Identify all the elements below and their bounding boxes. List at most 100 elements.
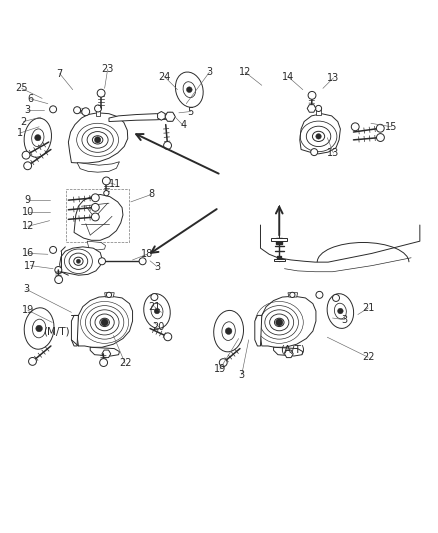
- Polygon shape: [77, 296, 133, 348]
- Text: 3: 3: [239, 370, 245, 380]
- Circle shape: [24, 162, 32, 169]
- Circle shape: [316, 292, 323, 298]
- Circle shape: [164, 142, 172, 149]
- Polygon shape: [274, 348, 303, 356]
- Polygon shape: [77, 161, 120, 172]
- Circle shape: [101, 319, 108, 326]
- Circle shape: [35, 134, 41, 141]
- Polygon shape: [109, 114, 173, 122]
- Text: 20: 20: [152, 322, 165, 332]
- Text: 23: 23: [102, 64, 114, 74]
- Circle shape: [49, 106, 57, 113]
- Text: 19: 19: [21, 305, 34, 315]
- Polygon shape: [90, 348, 120, 356]
- Circle shape: [22, 151, 30, 159]
- Text: 24: 24: [158, 71, 171, 82]
- Polygon shape: [87, 241, 106, 250]
- Circle shape: [102, 177, 110, 185]
- Circle shape: [36, 325, 42, 332]
- Circle shape: [219, 359, 227, 367]
- Circle shape: [104, 190, 109, 196]
- Polygon shape: [272, 238, 287, 241]
- Polygon shape: [316, 108, 321, 115]
- Polygon shape: [255, 316, 262, 346]
- Circle shape: [154, 308, 160, 314]
- Text: 6: 6: [27, 94, 33, 104]
- Text: 8: 8: [148, 189, 154, 199]
- Polygon shape: [60, 247, 102, 275]
- Text: 4: 4: [180, 120, 186, 131]
- Circle shape: [92, 213, 99, 221]
- Text: 12: 12: [239, 67, 251, 77]
- Circle shape: [139, 258, 146, 265]
- Circle shape: [74, 107, 81, 114]
- Circle shape: [308, 92, 316, 99]
- Circle shape: [95, 105, 102, 112]
- Circle shape: [311, 149, 318, 156]
- Circle shape: [316, 134, 321, 139]
- Circle shape: [95, 137, 101, 143]
- Text: 3: 3: [154, 262, 160, 271]
- Circle shape: [92, 204, 99, 211]
- Polygon shape: [71, 316, 78, 346]
- Circle shape: [338, 308, 343, 314]
- Circle shape: [106, 292, 112, 297]
- Text: 17: 17: [24, 261, 36, 271]
- Circle shape: [166, 112, 174, 121]
- Circle shape: [92, 194, 99, 201]
- Text: 25: 25: [15, 83, 28, 93]
- Circle shape: [100, 359, 108, 367]
- Polygon shape: [307, 104, 316, 112]
- Circle shape: [377, 134, 385, 141]
- Text: 16: 16: [21, 248, 34, 259]
- Text: 13: 13: [327, 73, 339, 83]
- Text: 12: 12: [21, 221, 34, 231]
- Polygon shape: [261, 296, 316, 348]
- Text: 3: 3: [206, 67, 212, 77]
- Text: 1: 1: [17, 128, 23, 138]
- Polygon shape: [102, 350, 111, 358]
- Circle shape: [82, 108, 90, 116]
- Polygon shape: [165, 112, 175, 122]
- Text: 13: 13: [327, 148, 339, 158]
- Circle shape: [151, 294, 158, 301]
- Polygon shape: [285, 350, 293, 358]
- Text: (A/T): (A/T): [280, 344, 305, 354]
- Circle shape: [99, 258, 106, 265]
- Polygon shape: [300, 114, 340, 154]
- Text: 18: 18: [141, 249, 153, 259]
- Circle shape: [376, 124, 384, 132]
- Text: 7: 7: [57, 69, 63, 78]
- Text: 5: 5: [187, 107, 194, 117]
- Text: 3: 3: [23, 284, 29, 294]
- Text: 22: 22: [362, 352, 374, 362]
- Text: (M/T): (M/T): [43, 326, 70, 336]
- Circle shape: [76, 259, 81, 263]
- Polygon shape: [96, 108, 100, 116]
- Text: 9: 9: [25, 195, 31, 205]
- Circle shape: [276, 319, 283, 326]
- Circle shape: [55, 276, 63, 284]
- Polygon shape: [105, 293, 114, 297]
- Text: 3: 3: [24, 105, 30, 115]
- Circle shape: [55, 266, 62, 273]
- Text: 22: 22: [119, 358, 131, 368]
- Circle shape: [164, 333, 172, 341]
- Circle shape: [290, 292, 295, 297]
- Polygon shape: [68, 113, 128, 163]
- Circle shape: [351, 123, 359, 131]
- Circle shape: [315, 106, 321, 111]
- Circle shape: [225, 328, 232, 334]
- Text: 11: 11: [109, 180, 121, 189]
- Text: 2: 2: [20, 117, 27, 126]
- Polygon shape: [274, 259, 286, 261]
- Text: 3: 3: [342, 315, 348, 325]
- Text: 21: 21: [362, 303, 374, 313]
- Circle shape: [332, 294, 339, 302]
- Text: 21: 21: [148, 302, 161, 312]
- Text: 10: 10: [21, 207, 34, 217]
- Text: 19: 19: [214, 364, 226, 374]
- Text: 14: 14: [282, 71, 294, 82]
- Polygon shape: [288, 293, 297, 297]
- Circle shape: [49, 246, 57, 253]
